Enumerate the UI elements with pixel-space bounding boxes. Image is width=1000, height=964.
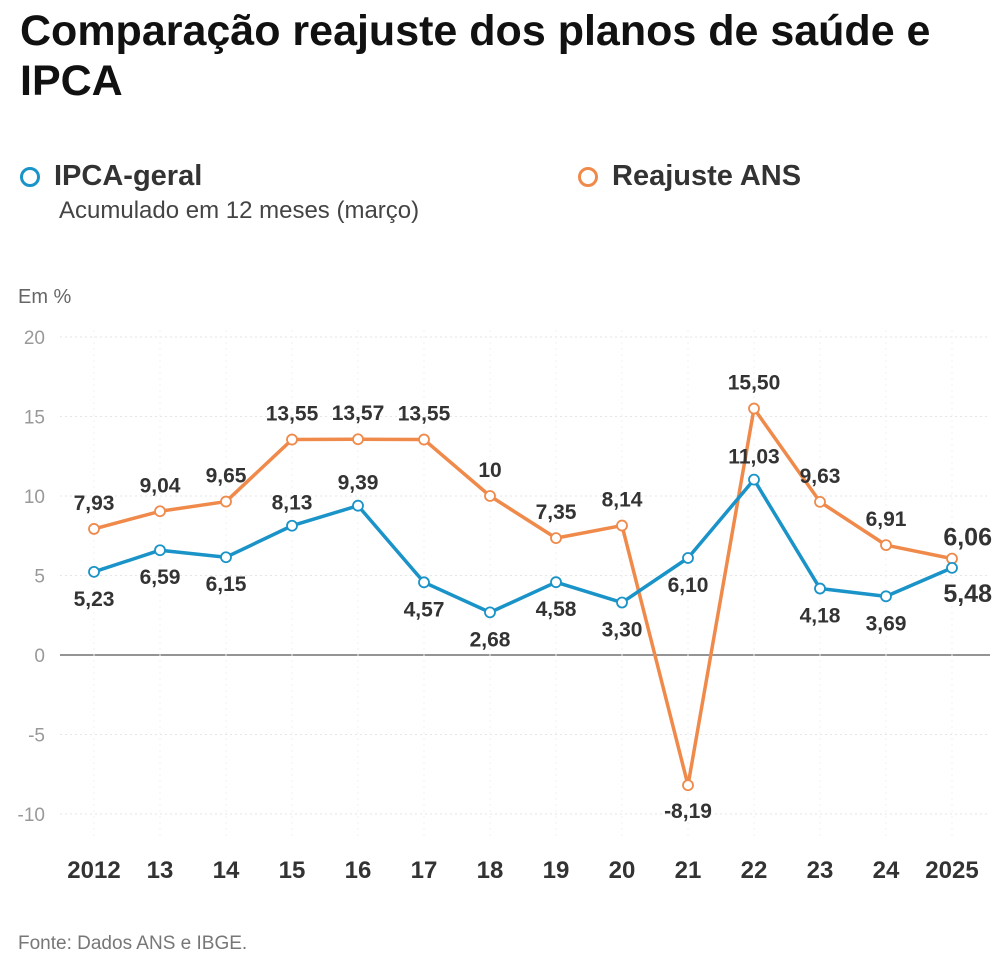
data-label-ipca: 6,15 — [206, 573, 247, 596]
data-point-ipca — [616, 596, 628, 609]
data-point-ans — [814, 495, 826, 508]
data-point-ipca — [154, 544, 166, 557]
data-label-ans: 9,04 — [140, 474, 181, 497]
data-label-ans: 7,35 — [536, 501, 577, 524]
chart-title: Comparação reajuste dos planos de saúde … — [20, 7, 931, 105]
data-point-ans — [550, 532, 562, 545]
x-tick-label: 2012 — [67, 857, 120, 884]
x-tick-label: 2025 — [925, 857, 978, 884]
data-label-ans: 6,91 — [866, 508, 907, 531]
y-tick-label: 15 — [24, 408, 45, 429]
series-line-ans — [93, 406, 953, 787]
data-point-ipca — [946, 561, 958, 574]
x-tick-label: 21 — [675, 857, 702, 884]
legend-label-ipca: IPCA-geral — [54, 160, 203, 192]
source-note: Fonte: Dados ANS e IBGE. — [18, 933, 248, 954]
data-label-ans: 8,14 — [602, 489, 643, 512]
legend-label-ans: Reajuste ANS — [612, 160, 802, 192]
data-point-ipca — [352, 499, 364, 512]
data-point-ipca — [88, 565, 100, 578]
data-label-ans: 13,55 — [266, 403, 319, 426]
data-point-ans — [88, 523, 100, 535]
data-point-ipca — [220, 551, 232, 564]
x-tick-label: 13 — [147, 857, 174, 884]
data-point-ans — [418, 433, 430, 446]
data-label-ans: 6,06 — [943, 524, 992, 552]
data-point-ans — [286, 433, 298, 446]
data-label-ans: -8,19 — [664, 800, 712, 823]
y-tick-label: 5 — [34, 567, 45, 588]
data-label-ans: 15,50 — [728, 372, 781, 395]
data-label-ipca: 11,03 — [728, 446, 779, 469]
legend-item-ans: Reajuste ANS — [578, 160, 801, 193]
data-label-ipca: 3,30 — [602, 619, 643, 642]
data-point-ans — [880, 539, 892, 552]
data-point-ipca — [682, 552, 694, 564]
data-point-ans — [484, 490, 496, 502]
data-point-ipca — [814, 582, 826, 595]
data-point-ipca — [880, 590, 892, 603]
data-point-ans — [220, 495, 232, 508]
x-tick-label: 18 — [477, 857, 504, 884]
data-label-ipca: 4,58 — [536, 598, 577, 621]
data-label-ipca: 9,39 — [338, 472, 379, 495]
data-point-ans — [748, 402, 760, 415]
data-label-ipca: 5,48 — [943, 580, 992, 608]
data-label-ipca: 6,10 — [668, 574, 709, 597]
data-point-ipca — [418, 576, 430, 589]
data-label-ans: 13,57 — [332, 402, 385, 425]
data-label-ipca: 2,68 — [470, 628, 511, 651]
series-line-ipca — [93, 477, 953, 615]
x-tick-label: 14 — [213, 857, 240, 884]
data-label-ans: 9,65 — [206, 465, 247, 488]
data-label-ans: 9,63 — [800, 465, 841, 488]
data-point-ans — [352, 433, 364, 446]
y-tick-label: 20 — [24, 328, 45, 349]
x-tick-label: 24 — [873, 857, 900, 884]
data-label-ans: 7,93 — [74, 492, 115, 515]
x-tick-label: 19 — [543, 857, 570, 884]
subtitle: Acumulado em 12 meses (março) — [59, 197, 420, 224]
y-tick-label: 0 — [34, 646, 45, 667]
data-point-ipca — [550, 576, 562, 589]
data-point-ipca — [748, 473, 760, 486]
x-tick-label: 17 — [411, 857, 438, 884]
data-point-ans — [682, 779, 694, 792]
data-point-ans — [616, 519, 628, 532]
y-unit-label: Em % — [18, 286, 72, 308]
data-label-ipca: 4,18 — [800, 605, 841, 628]
data-label-ipca: 5,23 — [74, 588, 115, 611]
x-tick-label: 16 — [345, 857, 372, 884]
x-tick-label: 20 — [609, 857, 636, 884]
y-tick-label: -10 — [18, 805, 45, 826]
data-label-ans: 13,55 — [398, 403, 451, 426]
x-tick-label: 23 — [807, 857, 834, 884]
y-tick-label: -5 — [28, 726, 45, 747]
data-label-ipca: 3,69 — [866, 612, 907, 635]
data-label-ans: 10 — [478, 459, 501, 482]
y-tick-label: 10 — [24, 487, 45, 508]
legend-circle-icon — [20, 166, 40, 187]
data-label-ipca: 6,59 — [140, 566, 181, 589]
data-point-ipca — [484, 606, 496, 619]
legend-item-ipca: IPCA-geral — [20, 160, 202, 193]
data-point-ipca — [286, 519, 298, 532]
data-label-ipca: 4,57 — [404, 598, 445, 621]
data-label-ipca: 8,13 — [272, 492, 313, 515]
data-point-ans — [154, 505, 166, 518]
legend-circle-icon — [578, 166, 598, 187]
x-tick-label: 22 — [741, 857, 768, 884]
x-tick-label: 15 — [279, 857, 306, 884]
